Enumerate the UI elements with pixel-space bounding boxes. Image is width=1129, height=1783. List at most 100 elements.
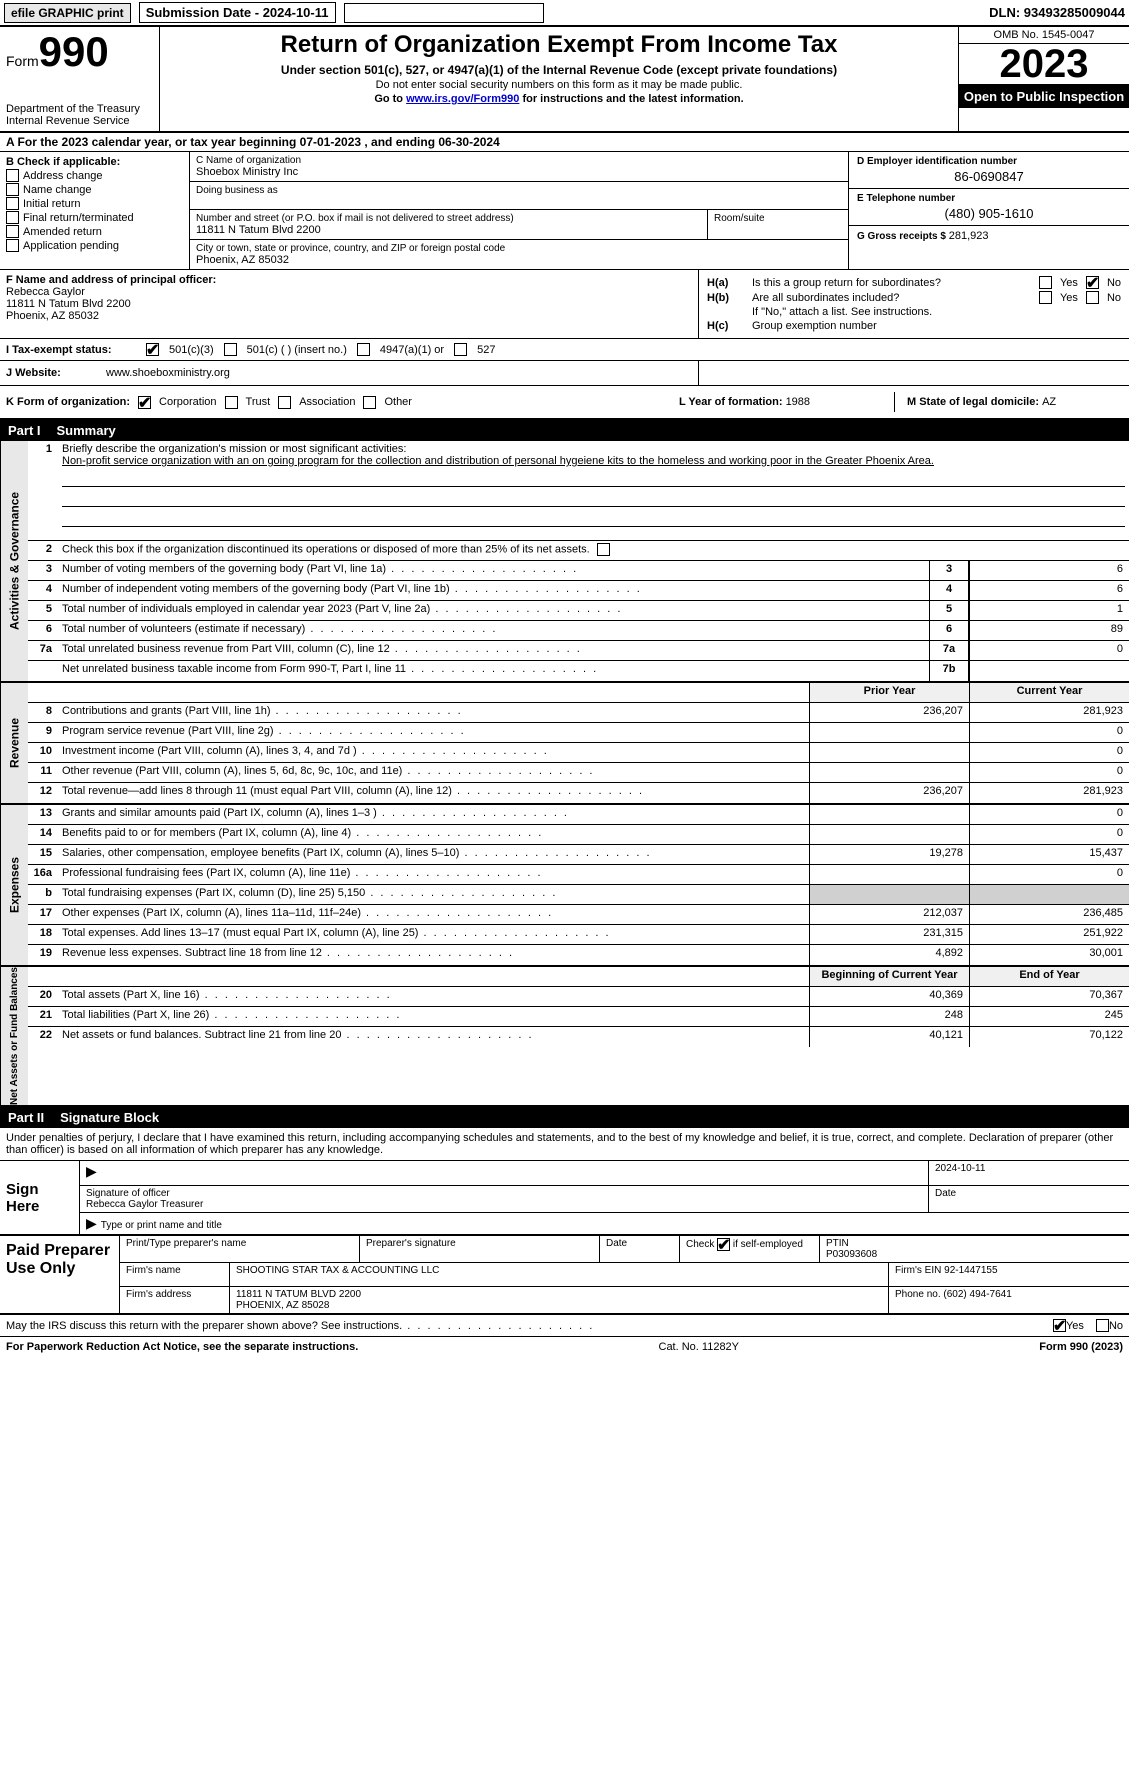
year-formation: L Year of formation: 1988: [675, 392, 895, 412]
table-row: 15Salaries, other compensation, employee…: [28, 845, 1129, 865]
org-name-label: C Name of organization: [196, 155, 842, 166]
officer-addr2: Phoenix, AZ 85032: [6, 310, 692, 322]
corp-check[interactable]: [138, 396, 151, 409]
form-number: 990: [39, 28, 109, 75]
prior-year-header: Prior Year: [809, 683, 969, 702]
end-year-header: End of Year: [969, 967, 1129, 986]
ein-phone-section: D Employer identification number 86-0690…: [849, 152, 1129, 269]
officer-label: F Name and address of principal officer:: [6, 274, 692, 286]
header-center: Return of Organization Exempt From Incom…: [160, 27, 959, 131]
efile-print-button[interactable]: efile GRAPHIC print: [4, 3, 131, 23]
form-header: Form990 Department of the Treasury Inter…: [0, 27, 1129, 133]
discuss-yes-check[interactable]: [1053, 1319, 1066, 1332]
check-applicable: B Check if applicable: Address change Na…: [0, 152, 190, 269]
other-check[interactable]: [363, 396, 376, 409]
penalty-statement: Under penalties of perjury, I declare th…: [0, 1128, 1129, 1161]
501c3-check[interactable]: [146, 343, 159, 356]
revenue-section: Revenue Prior Year Current Year 8Contrib…: [0, 683, 1129, 805]
net-assets-label: Net Assets or Fund Balances: [0, 967, 28, 1105]
row-i-label: I Tax-exempt status:: [6, 344, 136, 356]
header-right: OMB No. 1545-0047 2023 Open to Public In…: [959, 27, 1129, 131]
amended-return-check[interactable]: [6, 225, 19, 238]
empty-box: [344, 3, 544, 23]
irs-link[interactable]: www.irs.gov/Form990: [406, 93, 519, 105]
prep-name-label: Print/Type preparer's name: [120, 1236, 360, 1262]
signature-field[interactable]: [80, 1161, 929, 1185]
website-value: www.shoeboxministry.org: [100, 361, 699, 385]
name-change-check[interactable]: [6, 183, 19, 196]
officer-sig-name: Rebecca Gaylor Treasurer: [86, 1199, 203, 1210]
hb-no-check[interactable]: [1086, 291, 1099, 304]
current-year-header: Current Year: [969, 683, 1129, 702]
hb-yes-check[interactable]: [1039, 291, 1052, 304]
4947-check[interactable]: [357, 343, 370, 356]
part2-num: Part II: [8, 1110, 44, 1125]
phone-label: E Telephone number: [857, 193, 1121, 204]
ptin: PTINP03093608: [820, 1236, 1129, 1262]
form-of-org-row: K Form of organization: Corporation Trus…: [0, 386, 1129, 420]
501c-check[interactable]: [224, 343, 237, 356]
officer-group-section: F Name and address of principal officer:…: [0, 270, 1129, 339]
cat-no: Cat. No. 11282Y: [659, 1341, 740, 1353]
prep-sig-label: Preparer's signature: [360, 1236, 600, 1262]
volunteers: 89: [969, 621, 1129, 640]
hc-cell: [699, 361, 1129, 385]
city-label: City or town, state or province, country…: [196, 243, 842, 254]
activities-label: Activities & Governance: [0, 441, 28, 681]
top-bar: efile GRAPHIC print Submission Date - 20…: [0, 0, 1129, 27]
ha-yes-check[interactable]: [1039, 276, 1052, 289]
hb-note: If "No," attach a list. See instructions…: [752, 306, 932, 318]
hb-text: Are all subordinates included?: [752, 292, 1039, 304]
firm-name-label: Firm's name: [120, 1263, 230, 1286]
hc-label: H(c): [707, 320, 752, 332]
ha-no-check[interactable]: [1086, 276, 1099, 289]
part2-title: Signature Block: [60, 1110, 159, 1125]
row-k-label: K Form of organization:: [6, 396, 130, 408]
527-check[interactable]: [454, 343, 467, 356]
self-employed-check[interactable]: [717, 1238, 730, 1251]
initial-return-check[interactable]: [6, 197, 19, 210]
table-row: 18Total expenses. Add lines 13–17 (must …: [28, 925, 1129, 945]
submission-date: Submission Date - 2024-10-11: [139, 2, 336, 23]
assoc-check[interactable]: [278, 396, 291, 409]
org-info-section: B Check if applicable: Address change Na…: [0, 152, 1129, 270]
website-row: J Website: www.shoeboxministry.org: [0, 361, 1129, 386]
unrelated-taxable: [969, 661, 1129, 681]
discuss-no-check[interactable]: [1096, 1319, 1109, 1332]
hb-label: H(b): [707, 292, 752, 304]
application-pending-check[interactable]: [6, 239, 19, 252]
principal-officer: F Name and address of principal officer:…: [0, 270, 699, 338]
revenue-label: Revenue: [0, 683, 28, 803]
table-row: 17Other expenses (Part IX, column (A), l…: [28, 905, 1129, 925]
hc-text: Group exemption number: [752, 320, 1121, 332]
table-row: 19Revenue less expenses. Subtract line 1…: [28, 945, 1129, 965]
mission-text: Non-profit service organization with an …: [62, 455, 1125, 467]
dept-irs: Internal Revenue Service: [6, 115, 153, 127]
table-row: 22Net assets or fund balances. Subtract …: [28, 1027, 1129, 1047]
table-row: 11Other revenue (Part VIII, column (A), …: [28, 763, 1129, 783]
activities-governance: Activities & Governance 1 Briefly descri…: [0, 441, 1129, 683]
unrelated-revenue: 0: [969, 641, 1129, 660]
public-inspection: Open to Public Inspection: [959, 85, 1129, 108]
paperwork-notice: For Paperwork Reduction Act Notice, see …: [6, 1341, 358, 1353]
mission-label: Briefly describe the organization's miss…: [62, 443, 1125, 455]
final-return-check[interactable]: [6, 211, 19, 224]
gross-receipts-value: 281,923: [949, 230, 989, 242]
section-b-title: B Check if applicable:: [6, 156, 183, 168]
ha-text: Is this a group return for subordinates?: [752, 277, 1039, 289]
sig-date: 2024-10-11: [929, 1161, 1129, 1185]
address-change-check[interactable]: [6, 169, 19, 182]
room-suite-label: Room/suite: [708, 210, 848, 239]
part2-header: Part II Signature Block: [0, 1107, 1129, 1128]
part1-title: Summary: [57, 423, 116, 438]
form-subtitle: Under section 501(c), 527, or 4947(a)(1)…: [168, 63, 950, 77]
table-row: 20Total assets (Part X, line 16)40,36970…: [28, 987, 1129, 1007]
firm-addr-label: Firm's address: [120, 1287, 230, 1313]
website-label: J Website:: [0, 361, 100, 385]
trust-check[interactable]: [225, 396, 238, 409]
discontinued-check[interactable]: [597, 543, 610, 556]
firm-ein: Firm's EIN 92-1447155: [889, 1263, 1129, 1286]
sign-here-label: Sign Here: [0, 1161, 80, 1234]
ha-label: H(a): [707, 277, 752, 289]
state-domicile: M State of legal domicile: AZ: [903, 392, 1123, 412]
